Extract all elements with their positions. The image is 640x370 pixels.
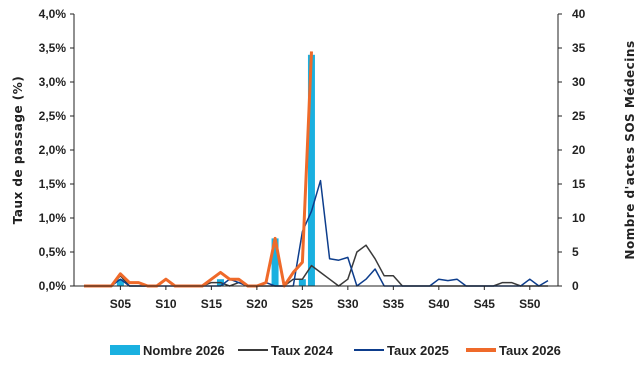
legend: Nombre 2026 Taux 2024 Taux 2025 Taux 2026: [110, 343, 561, 358]
right-tick-label: 10: [572, 211, 586, 225]
legend-swatch: [110, 345, 140, 355]
left-tick-label: 4,0%: [39, 7, 67, 21]
x-tick-label: S40: [428, 297, 450, 311]
legend-label: Nombre 2026: [143, 343, 225, 358]
legend-label: Taux 2024: [271, 343, 334, 358]
legend-item: Taux 2026: [466, 343, 561, 358]
left-tick-label: 2,5%: [39, 109, 67, 123]
x-tick-label: S20: [246, 297, 268, 311]
right-tick-label: 15: [572, 177, 586, 191]
line-taux-2025: [84, 179, 549, 287]
x-tick-label: S05: [110, 297, 132, 311]
bar-nombre-2026: [307, 54, 315, 286]
legend-label: Taux 2025: [387, 343, 449, 358]
left-axis-title: Taux de passage (%): [11, 76, 25, 225]
left-tick-label: 0,5%: [39, 245, 67, 259]
axes-layer: 0,0% 0,5% 1,0% 1,5% 2,0% 2,5% 3,0% 3,5% 4,0% 0 5 10…: [39, 7, 586, 311]
right-tick-label: 5: [572, 245, 579, 259]
x-tick-label: S10: [155, 297, 177, 311]
x-tick-label: S35: [383, 297, 405, 311]
legend-item: Taux 2024: [238, 343, 334, 358]
bars-layer: [116, 54, 315, 286]
x-tick-label: S15: [201, 297, 223, 311]
right-tick-label: 25: [572, 109, 586, 123]
lines-layer: [84, 51, 549, 288]
right-axis-title: Nombre d'actes SOS Médecins: [623, 40, 637, 259]
x-tick-label: S50: [519, 297, 541, 311]
right-tick-label: 30: [572, 75, 586, 89]
legend-label: Taux 2026: [499, 343, 561, 358]
right-tick-label: 35: [572, 41, 586, 55]
line-taux-2024: [84, 244, 548, 287]
bar-nombre-2026: [116, 279, 124, 286]
legend-item: Nombre 2026: [110, 343, 225, 358]
right-tick-label: 40: [572, 7, 586, 21]
left-tick-label: 3,5%: [39, 41, 67, 55]
legend-item: Taux 2025: [354, 343, 449, 358]
right-tick-label: 20: [572, 143, 586, 157]
x-tick-label: S45: [474, 297, 496, 311]
left-tick-label: 0,0%: [39, 279, 67, 293]
left-tick-label: 2,0%: [39, 143, 67, 157]
right-tick-label: 0: [572, 279, 579, 293]
left-tick-label: 3,0%: [39, 75, 67, 89]
x-tick-label: S25: [292, 297, 314, 311]
bar-nombre-2026: [298, 279, 306, 286]
line-taux-2026: [84, 51, 313, 288]
left-tick-label: 1,0%: [39, 211, 67, 225]
bar-nombre-2026: [271, 238, 279, 286]
left-tick-label: 1,5%: [39, 177, 67, 191]
x-tick-label: S30: [337, 297, 359, 311]
